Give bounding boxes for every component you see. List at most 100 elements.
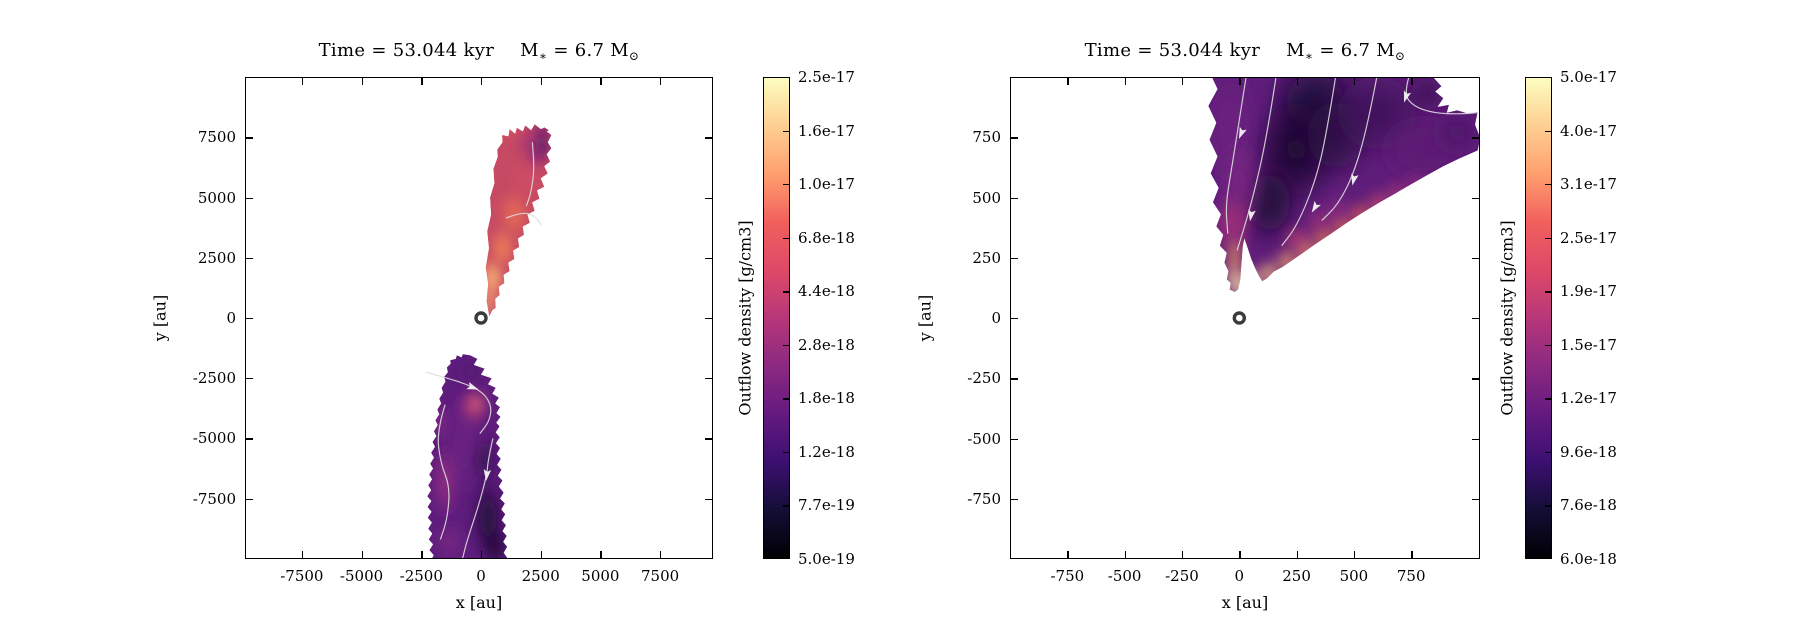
y-tick [1010, 438, 1018, 440]
y-tick-label: 2500 [197, 248, 236, 267]
streamline [437, 404, 450, 540]
streamline-arrowhead [1248, 209, 1256, 222]
y-axis-label: y [au] [150, 294, 170, 342]
density-spot [485, 260, 502, 295]
colorbar-tick-label: 2.5e-17 [798, 68, 855, 86]
density-spot [1427, 103, 1480, 162]
colorbar-tick [1545, 451, 1551, 454]
streamline-arrowhead [1351, 173, 1359, 186]
x-tick-label: 250 [1282, 567, 1311, 585]
y-tick-label: 750 [972, 128, 1001, 147]
colorbar-tick-label: 1.5e-17 [1560, 335, 1617, 354]
y-tick [245, 318, 253, 320]
x-tick-top [540, 77, 542, 85]
density-spot [516, 130, 536, 155]
x-tick [1124, 551, 1126, 559]
x-tick [421, 551, 423, 559]
x-tick-label: 7500 [641, 567, 680, 585]
colorbar-tick [1545, 344, 1551, 347]
x-tick-top [1353, 77, 1356, 85]
x-tick-label: 500 [1339, 567, 1369, 585]
streamline [1281, 77, 1337, 247]
streamline [1321, 77, 1378, 221]
y-tick-right [705, 498, 713, 500]
x-tick [660, 551, 662, 559]
colorbar-tick-label: 2.8e-18 [798, 335, 855, 354]
title-text: Time = 53.044 kyr [1084, 40, 1261, 61]
y-tick [1010, 318, 1018, 320]
streamline [1225, 77, 1247, 234]
colorbar-label: Outflow density [g/cm3] [1497, 220, 1517, 416]
colorbar [763, 77, 790, 559]
y-tick [1010, 378, 1018, 380]
y-tick-label: -500 [967, 429, 1001, 448]
y-tick-right [705, 378, 713, 380]
x-tick [480, 551, 483, 559]
colorbar-tick [1545, 77, 1551, 79]
colorbar-tick-label: 1.2e-17 [1560, 389, 1617, 408]
density-spot [484, 527, 507, 559]
colorbar-tick-label: 4.4e-18 [798, 282, 855, 301]
y-tick-label: -250 [967, 369, 1001, 388]
y-tick-right [705, 197, 713, 199]
x-tick-label: -500 [1107, 567, 1142, 585]
title-text: M [520, 40, 539, 61]
colorbar-tick [1545, 291, 1551, 293]
streamline-arrowhead [1403, 90, 1412, 103]
title-subscript: ⊙ [1395, 49, 1406, 63]
colorbar-tick-label: 2.5e-17 [1560, 228, 1617, 247]
density-spot [1211, 192, 1253, 256]
density-spot [499, 190, 530, 239]
plot-title: Time = 53.044 kyr M∗ = 6.7 M⊙ [319, 40, 640, 63]
x-tick-top [1124, 77, 1126, 85]
colorbar-tick-label: 1.9e-17 [1560, 282, 1617, 301]
y-tick-label: -5000 [192, 429, 236, 448]
x-tick-top [421, 77, 423, 85]
x-tick-top [1296, 77, 1298, 85]
outflow-density-map [1208, 77, 1480, 325]
colorbar-tick [783, 291, 789, 293]
colorbar-tick-label: 6.0e-18 [1560, 550, 1617, 568]
colorbar-tick-label: 6.8e-18 [798, 228, 855, 247]
streamline [525, 142, 535, 207]
y-tick [1010, 197, 1018, 199]
title-subscript: ∗ [1304, 49, 1314, 63]
density-spot [1401, 170, 1430, 200]
colorbar-tick-label: 7.6e-18 [1560, 496, 1617, 515]
title-text: M [1286, 40, 1305, 61]
colorbar [1525, 77, 1552, 559]
x-tick-label: -750 [1050, 567, 1085, 585]
x-tick [1067, 551, 1069, 559]
y-tick-label: 5000 [197, 188, 236, 207]
y-tick [245, 498, 253, 500]
y-tick-right [705, 257, 713, 260]
streamline [425, 371, 492, 434]
title-subscript: ⊙ [629, 49, 640, 63]
x-tick-top [480, 77, 483, 85]
density-spot [457, 355, 486, 387]
plot-title: Time = 53.044 kyr M∗ = 6.7 M⊙ [1085, 40, 1406, 63]
y-tick [245, 378, 253, 380]
y-tick [1010, 498, 1018, 501]
y-tick-label: 500 [972, 188, 1001, 207]
y-tick-label: -2500 [192, 369, 236, 388]
lower-outflow-lobe [427, 354, 508, 559]
colorbar-tick [783, 77, 789, 79]
x-tick-label: 750 [1396, 567, 1426, 585]
x-tick-top [1239, 77, 1241, 85]
colorbar-tick-label: 5.0e-17 [1560, 68, 1617, 86]
y-tick [245, 197, 253, 199]
colorbar-tick [1545, 237, 1551, 239]
y-axis-label: y [au] [915, 294, 935, 342]
colorbar-tick [783, 237, 789, 239]
x-tick-top [361, 77, 363, 85]
x-tick [1181, 551, 1184, 559]
y-tick-right [1472, 197, 1480, 199]
y-tick-right [705, 438, 713, 440]
outflow-cone [1208, 77, 1480, 292]
y-tick-right [1472, 318, 1480, 320]
y-tick-label: 0 [226, 309, 236, 327]
x-tick-label: 2500 [521, 567, 560, 585]
y-tick [1010, 257, 1018, 260]
x-tick-label: -5000 [339, 567, 384, 585]
